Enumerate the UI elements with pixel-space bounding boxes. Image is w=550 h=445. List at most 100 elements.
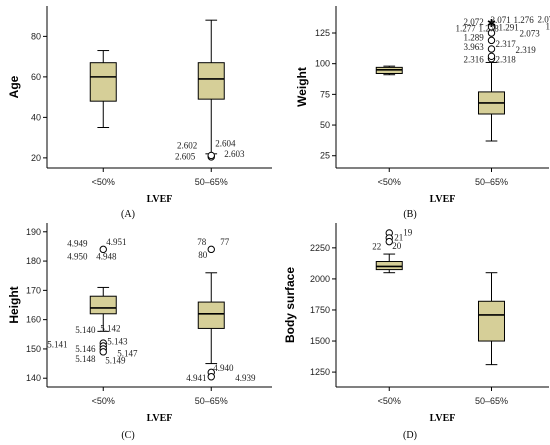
panel-label: (C) [121,430,134,441]
x-tick-label: 50–65% [475,396,508,406]
outlier-label: 4.941 [186,373,206,383]
iqr-box [89,295,117,315]
outlier-label: 2.605 [175,151,196,161]
y-tick-label: 1750 [310,305,330,315]
box-group [375,65,403,76]
x-tick-label: 50–65% [195,177,228,187]
y-tick-label: 140 [26,373,41,383]
outlier-label: 2.604 [215,139,236,149]
iqr-box [89,62,117,102]
y-tick-label: 180 [26,256,41,266]
outlier-label: 5.148 [75,354,96,364]
y-axis-title: Body surface [283,267,297,343]
y-tick-label: 20 [31,153,41,163]
outlier-label: 1.289 [463,32,484,42]
y-tick-label: 190 [26,227,41,237]
y-axis-title: Age [7,75,21,98]
outlier-label: 4.949 [67,239,88,249]
panel-c: 140 150 160 170 180 190 <50% 50–65% LVEF Height (C… [7,223,272,441]
outlier-label: 2.603 [224,149,245,159]
iqr-box [197,62,225,100]
outlier-label: 5.141 [47,340,67,350]
outlier-label: 80 [198,250,208,260]
outlier-point [207,151,215,160]
y-axis-title: Weight [295,67,309,107]
outlier-label: 4.940 [213,363,234,373]
x-tick-label: <50% [92,177,115,187]
iqr-box [375,261,403,271]
outlier-label: 4.948 [96,252,117,262]
outlier-point [207,245,215,254]
y-tick-label: 60 [31,72,41,82]
y-tick-label: 1250 [310,367,330,377]
box-group [197,19,225,161]
outlier-point [385,237,393,246]
outlier-point [487,45,496,53]
x-tick-label: <50% [92,396,115,406]
y-tick-label: 2000 [310,274,330,284]
panel-label: (B) [403,209,416,220]
outlier-label: 4.950 [67,252,88,262]
box-group [197,245,225,381]
outlier-label: 78 [197,237,207,247]
x-axis-title: LVEF [147,194,173,205]
outlier-label: 2.602 [177,141,197,151]
y-tick-label: 50 [320,120,330,130]
outlier-label: 19 [403,227,413,237]
outlier-label: 21 [394,232,403,242]
outlier-label: 5.142 [100,323,120,333]
x-tick-label: 50–65% [475,177,508,187]
iqr-box [197,301,225,329]
box-group [89,50,117,128]
box-group [89,245,117,356]
outlier-point [207,373,215,381]
y-tick-label: 125 [315,28,330,38]
outlier-label: 1.291 [498,22,518,32]
outlier-label: 2.070 [537,15,550,25]
box-group [477,272,505,366]
outlier-label: 5.143 [107,337,128,347]
x-axis-title: LVEF [147,413,173,424]
x-tick-label: <50% [378,177,401,187]
outlier-label: 2.318 [495,54,516,64]
panel-label: (A) [121,209,135,220]
outlier-label: 5.147 [117,348,138,358]
outlier-label: 4.939 [235,373,256,383]
outlier-label: 1.277 [455,24,476,34]
outlier-label: 22 [372,242,381,252]
y-tick-label: 80 [31,31,41,41]
box-group: ✱ [477,17,505,142]
x-axis-title: LVEF [430,413,456,424]
outlier-label: 2.073 [519,29,540,39]
outlier-label: 4.951 [106,237,126,247]
outlier-point [487,36,496,45]
y-tick-label: 170 [26,285,41,295]
x-tick-label: 50–65% [195,396,228,406]
y-tick-label: 25 [320,151,330,161]
outlier-point [99,245,107,254]
y-tick-label: 1500 [310,336,330,346]
outlier-star: ✱ [487,17,496,30]
panel-d: 1250 1500 1750 2000 2250 <50% 50–65% LVEF Body s… [283,223,549,441]
outlier-label: 5.146 [75,344,96,354]
panel-label: (D) [403,430,417,441]
outlier-label: 2.317 [495,39,516,49]
outlier-label: 2.071 [490,15,510,25]
y-tick-label: 2250 [310,243,330,253]
outlier-label: 20 [392,241,402,251]
outlier-label: 2.072 [463,17,483,27]
outlier-point [99,348,107,356]
outlier-label: 5.149 [105,356,126,366]
outlier-label: 3.963 [463,42,484,52]
y-tick-label: 100 [315,59,330,69]
y-tick-label: 75 [320,89,330,99]
y-tick-label: 40 [31,112,41,122]
outlier-label: 1.278 [478,24,499,34]
outlier-label: 1.290 [545,21,550,31]
y-axis-title: Height [7,286,21,323]
box-group [375,229,403,274]
iqr-box [477,300,505,342]
